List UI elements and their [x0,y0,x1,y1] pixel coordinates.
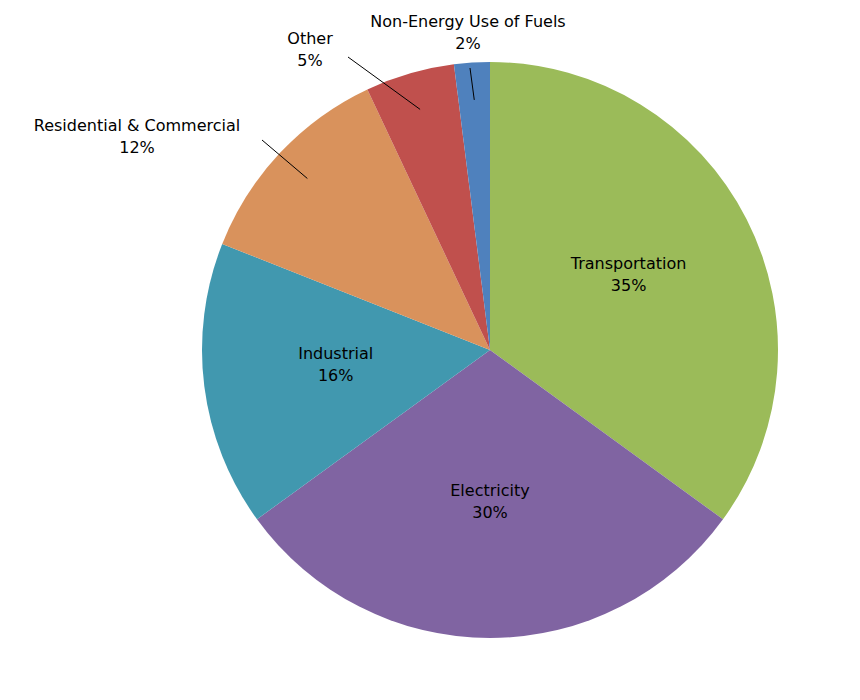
pie-chart: Transportation 35% Electricity 30% Industria… [0,0,860,700]
labels: Transportation 35% Electricity 30% Industria… [34,12,687,522]
leader-line [470,68,474,100]
slice-value-label: 5% [297,51,322,70]
slice-label: Other [287,29,333,48]
slice-label: Non-Energy Use of Fuels [370,12,565,31]
slice-label: Electricity [450,481,529,500]
slice-label: Industrial [298,344,373,363]
slice-value-label: 12% [119,138,155,157]
slice-value-label: 16% [318,366,354,385]
leader-line [262,140,307,178]
background [0,0,860,700]
pie-slice [454,62,490,350]
leader-line [348,57,420,109]
slices [202,62,778,638]
slice-value-label: 35% [611,276,647,295]
slice-label: Residential & Commercial [34,116,240,135]
slice-value-label: 30% [472,503,508,522]
chart-container: Transportation 35% Electricity 30% Industria… [0,0,860,700]
slice-value-label: 2% [455,34,480,53]
slice-label: Transportation [570,254,687,273]
